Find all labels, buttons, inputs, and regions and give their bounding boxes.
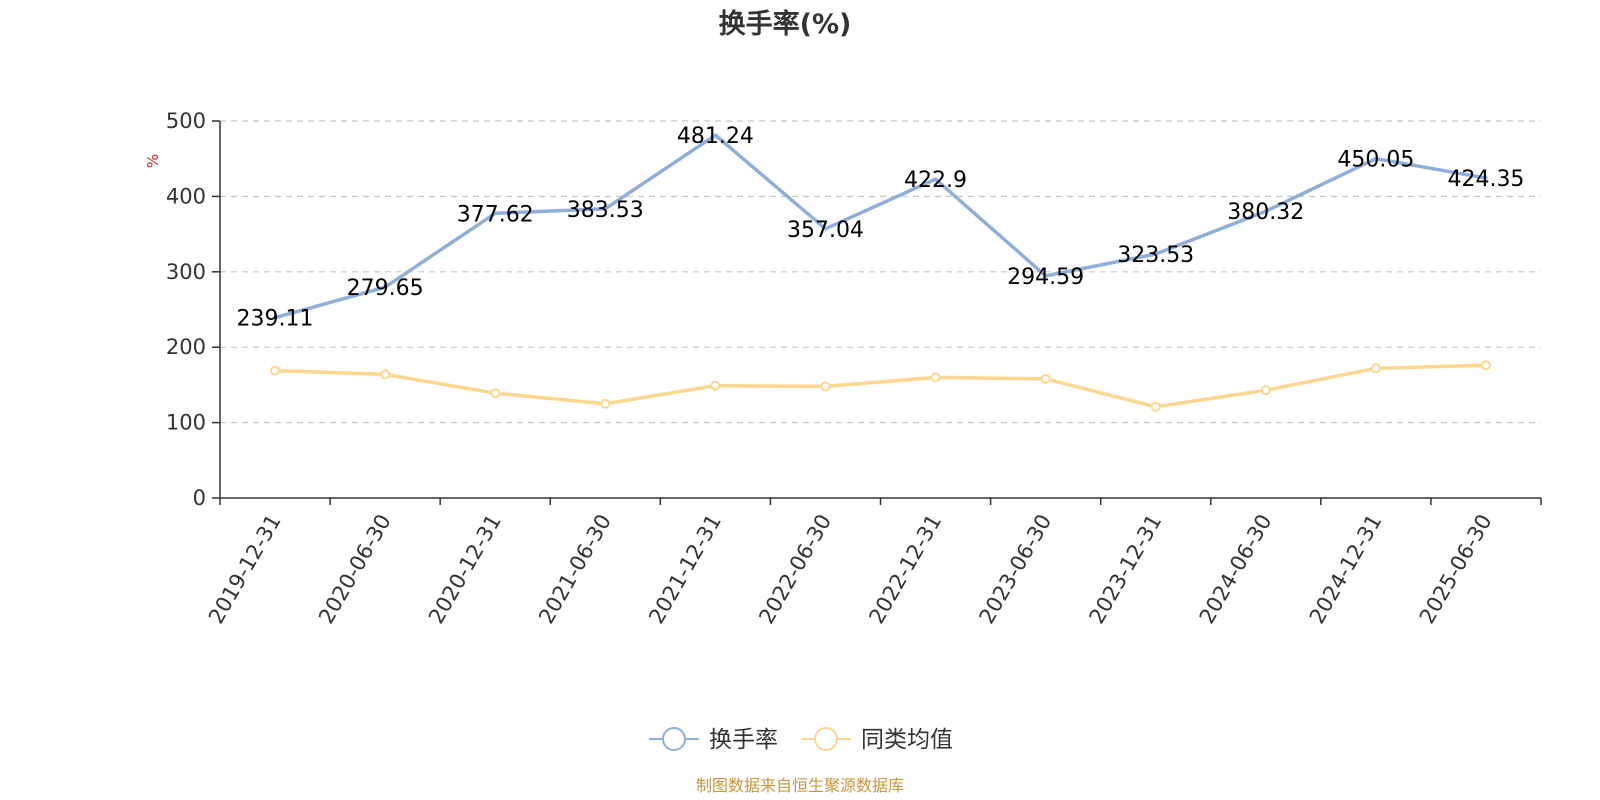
y-axis-label: %	[144, 154, 162, 168]
data-point	[710, 380, 721, 391]
data-label: 481.24	[677, 124, 754, 149]
x-tick-label: 2021-12-31	[644, 510, 726, 628]
source-note: 制图数据来自恒生聚源数据库	[696, 776, 904, 795]
x-tick-label: 2022-06-30	[754, 510, 836, 628]
data-label: 424.35	[1447, 167, 1524, 192]
data-label: 377.62	[457, 202, 534, 227]
x-tick-label: 2025-06-30	[1415, 510, 1497, 628]
y-tick-label: 0	[193, 486, 206, 510]
x-tick-label: 2020-06-30	[314, 510, 396, 628]
y-tick-label: 500	[166, 109, 206, 133]
x-tick-label: 2019-12-31	[204, 510, 286, 628]
legend-item-turnover: 换手率	[649, 727, 778, 753]
data-point	[1150, 401, 1161, 412]
legend-label: 换手率	[709, 727, 778, 753]
data-point	[490, 388, 501, 399]
x-tick-label: 2024-06-30	[1195, 510, 1277, 628]
data-label: 357.04	[787, 218, 864, 243]
chart-title: 换手率(%)	[719, 8, 852, 40]
x-tick-label: 2023-12-31	[1085, 510, 1167, 628]
data-label: 422.9	[904, 168, 967, 193]
data-point	[600, 398, 611, 409]
y-tick-label: 400	[166, 184, 206, 208]
legend: 换手率 同类均值	[649, 727, 953, 753]
series-line	[273, 363, 1488, 409]
y-tick-label: 100	[166, 411, 206, 435]
grid-lines	[220, 120, 1541, 424]
data-point	[270, 365, 281, 376]
x-axis: 2019-12-31 2020-06-30 2020-12-31 2021-06-30…	[204, 497, 1542, 628]
data-point	[1260, 385, 1271, 396]
data-label: 323.53	[1117, 243, 1194, 268]
data-point	[1040, 373, 1051, 384]
x-tick-label: 2021-06-30	[534, 510, 616, 628]
x-tick-label: 2020-12-31	[424, 510, 506, 628]
series-layer: 239.11 279.65 377.62 383.53 481.24 357.04 422.…	[237, 124, 1525, 412]
x-tick-label: 2024-12-31	[1305, 510, 1387, 628]
legend-item-peer-average: 同类均值	[801, 727, 953, 753]
legend-marker	[814, 727, 838, 751]
data-point	[930, 372, 941, 383]
series-line	[273, 133, 1488, 320]
y-tick-label: 200	[166, 335, 206, 359]
data-label: 279.65	[347, 276, 424, 301]
data-point	[1370, 363, 1381, 374]
y-axis: 0 100 200 300 400 500	[166, 109, 221, 510]
data-label: 383.53	[567, 198, 644, 223]
x-tick-label: 2023-06-30	[975, 510, 1057, 628]
legend-marker	[662, 727, 686, 751]
legend-label: 同类均值	[861, 727, 953, 753]
series-peer-average	[270, 360, 1491, 412]
data-label: 239.11	[237, 307, 314, 332]
data-label: 450.05	[1337, 148, 1414, 173]
x-tick-label: 2022-12-31	[864, 510, 946, 628]
y-tick-label: 300	[166, 260, 206, 284]
data-label: 294.59	[1007, 265, 1084, 290]
data-point	[380, 369, 391, 380]
series-turnover: 239.11 279.65 377.62 383.53 481.24 357.04 422.…	[237, 124, 1525, 332]
data-point	[1480, 360, 1491, 371]
data-point	[820, 381, 831, 392]
data-label: 380.32	[1227, 200, 1304, 225]
